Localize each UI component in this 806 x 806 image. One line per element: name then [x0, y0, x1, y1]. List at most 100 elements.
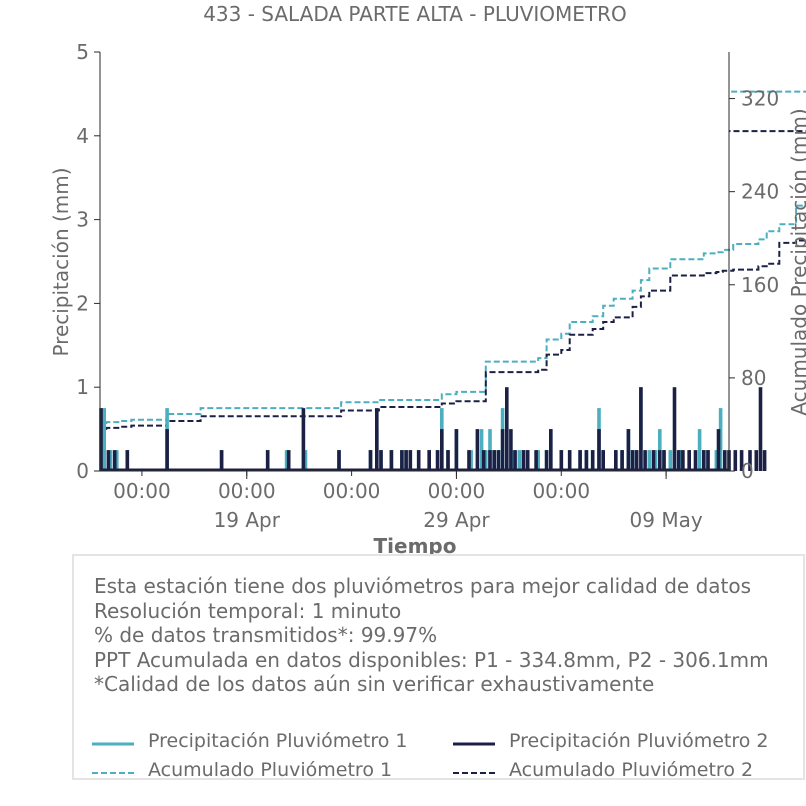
precip-bar: [672, 387, 677, 471]
precip-bar: [614, 450, 618, 471]
precip-bar: [754, 450, 759, 471]
precip-bar: [404, 450, 408, 471]
precip-bar: [108, 450, 113, 471]
y-right-tick-label: 240: [741, 180, 779, 204]
precip-bar: [714, 450, 719, 471]
precip-bar: [511, 450, 515, 471]
precip-bar: [488, 450, 492, 471]
cumulative-series-2: [100, 130, 806, 434]
precip-bar: [496, 450, 501, 471]
precip-bar: [375, 408, 379, 471]
y-left-tick-label: 5: [76, 40, 89, 64]
precip-bar: [620, 450, 624, 471]
x-time-label: 00:00: [428, 479, 486, 503]
precip-bar: [597, 429, 601, 471]
precip-bar: [368, 450, 373, 471]
precip-bar: [681, 450, 685, 471]
y-right-tick-label: 160: [741, 273, 779, 297]
precip-bar: [435, 450, 440, 471]
precip-bar: [567, 450, 572, 471]
precip-bar: [416, 450, 421, 471]
legend-label-p1: Precipitación Pluviómetro 1: [148, 730, 408, 752]
precip-bar: [647, 450, 652, 471]
precip-bar: [479, 429, 484, 471]
precip-bar: [454, 429, 459, 471]
y-left-tick-label: 1: [76, 375, 89, 399]
precip-bar: [99, 408, 103, 471]
info-panel: Esta estación tiene dos pluviómetros par…: [72, 554, 805, 781]
precip-bar: [469, 450, 473, 471]
x-time-label: 00:00: [323, 479, 381, 503]
precip-bar: [521, 450, 526, 471]
precip-bar: [634, 450, 639, 471]
precip-bar: [301, 408, 306, 471]
precip-bar: [687, 450, 691, 471]
x-date-label: 29 Apr: [423, 508, 490, 532]
precip-bar: [758, 387, 763, 471]
precip-bar: [379, 450, 383, 471]
info-text: Esta estación tiene dos pluviómetros par…: [94, 574, 769, 697]
legend-dashed-line-icon: [453, 772, 495, 774]
chart-title: 433 - SALADA PARTE ALTA - PLUVIOMETRO: [203, 2, 627, 26]
y-axis-left-label: Precipitación (mm): [49, 167, 73, 356]
y-left-tick-label: 4: [76, 124, 89, 148]
precip-bar: [668, 450, 673, 471]
precip-bar: [630, 450, 635, 471]
y-axis-right-label: Acumulado Precipitación (mm): [787, 108, 806, 415]
precip-bar: [467, 450, 471, 471]
y-right-tick-label: 320: [741, 87, 779, 111]
precip-bar: [484, 450, 488, 471]
precip-bar: [284, 450, 289, 471]
bar-series-1: [100, 387, 729, 472]
precip-bar: [265, 450, 270, 471]
precip-bar: [427, 450, 431, 471]
precip-bar: [446, 450, 450, 471]
info-line-transmitted: % de datos transmitidos*: 99.97%: [94, 623, 438, 647]
y-left-tick-label: 0: [76, 459, 89, 483]
precip-bar: [219, 450, 224, 471]
precip-bar: [559, 450, 564, 471]
precip-bar: [693, 450, 698, 471]
precip-bar: [440, 429, 444, 471]
precip-bar: [601, 450, 605, 471]
precip-bar: [400, 450, 404, 471]
precip-bar: [748, 450, 752, 471]
x-date-label: 19 Apr: [214, 508, 281, 532]
legend-solid-line-icon: [453, 742, 495, 746]
legend-label-a2: Acumulado Pluviómetro 2: [509, 759, 754, 781]
precip-bar: [653, 450, 658, 471]
precip-bar: [517, 450, 522, 471]
precip-bar: [578, 450, 582, 471]
precip-bar: [102, 408, 106, 471]
precip-bar: [676, 450, 681, 471]
precip-bar: [112, 450, 117, 471]
cumulative-series-1: [100, 90, 806, 428]
legend-dashed-line-icon: [92, 772, 134, 774]
bar-series-2: [99, 387, 767, 472]
precip-bar: [643, 450, 647, 471]
precip-bar: [651, 450, 656, 471]
precip-bar: [733, 450, 738, 471]
precip-bar: [475, 429, 480, 471]
info-line-quality-note: *Calidad de los datos aún sin verificar …: [94, 672, 655, 696]
x-time-label: 00:00: [113, 479, 171, 503]
precip-bar: [481, 450, 486, 471]
precip-bar: [389, 450, 394, 471]
precip-bar: [549, 429, 553, 471]
precip-bar: [534, 450, 538, 471]
y-left-tick-label: 2: [76, 291, 89, 315]
y-right-tick-label: 80: [741, 366, 766, 390]
precip-bar: [697, 429, 702, 471]
precip-bar: [658, 450, 662, 471]
precip-bar: [544, 450, 549, 471]
precip-bar: [716, 429, 721, 471]
axes: 0 1 2 3 4 5 0 80 160 240 320 19 Apr 29 Apr 09 May 00:0…: [76, 40, 779, 532]
precip-bar: [626, 429, 631, 471]
precip-bar: [337, 450, 341, 471]
precip-bar: [165, 429, 169, 471]
info-line-accumulated: PPT Acumulada en datos disponibles: P1 -…: [94, 647, 769, 672]
x-time-label: 00:00: [532, 479, 590, 503]
plot-area: [99, 90, 806, 472]
precip-bar: [488, 429, 492, 471]
